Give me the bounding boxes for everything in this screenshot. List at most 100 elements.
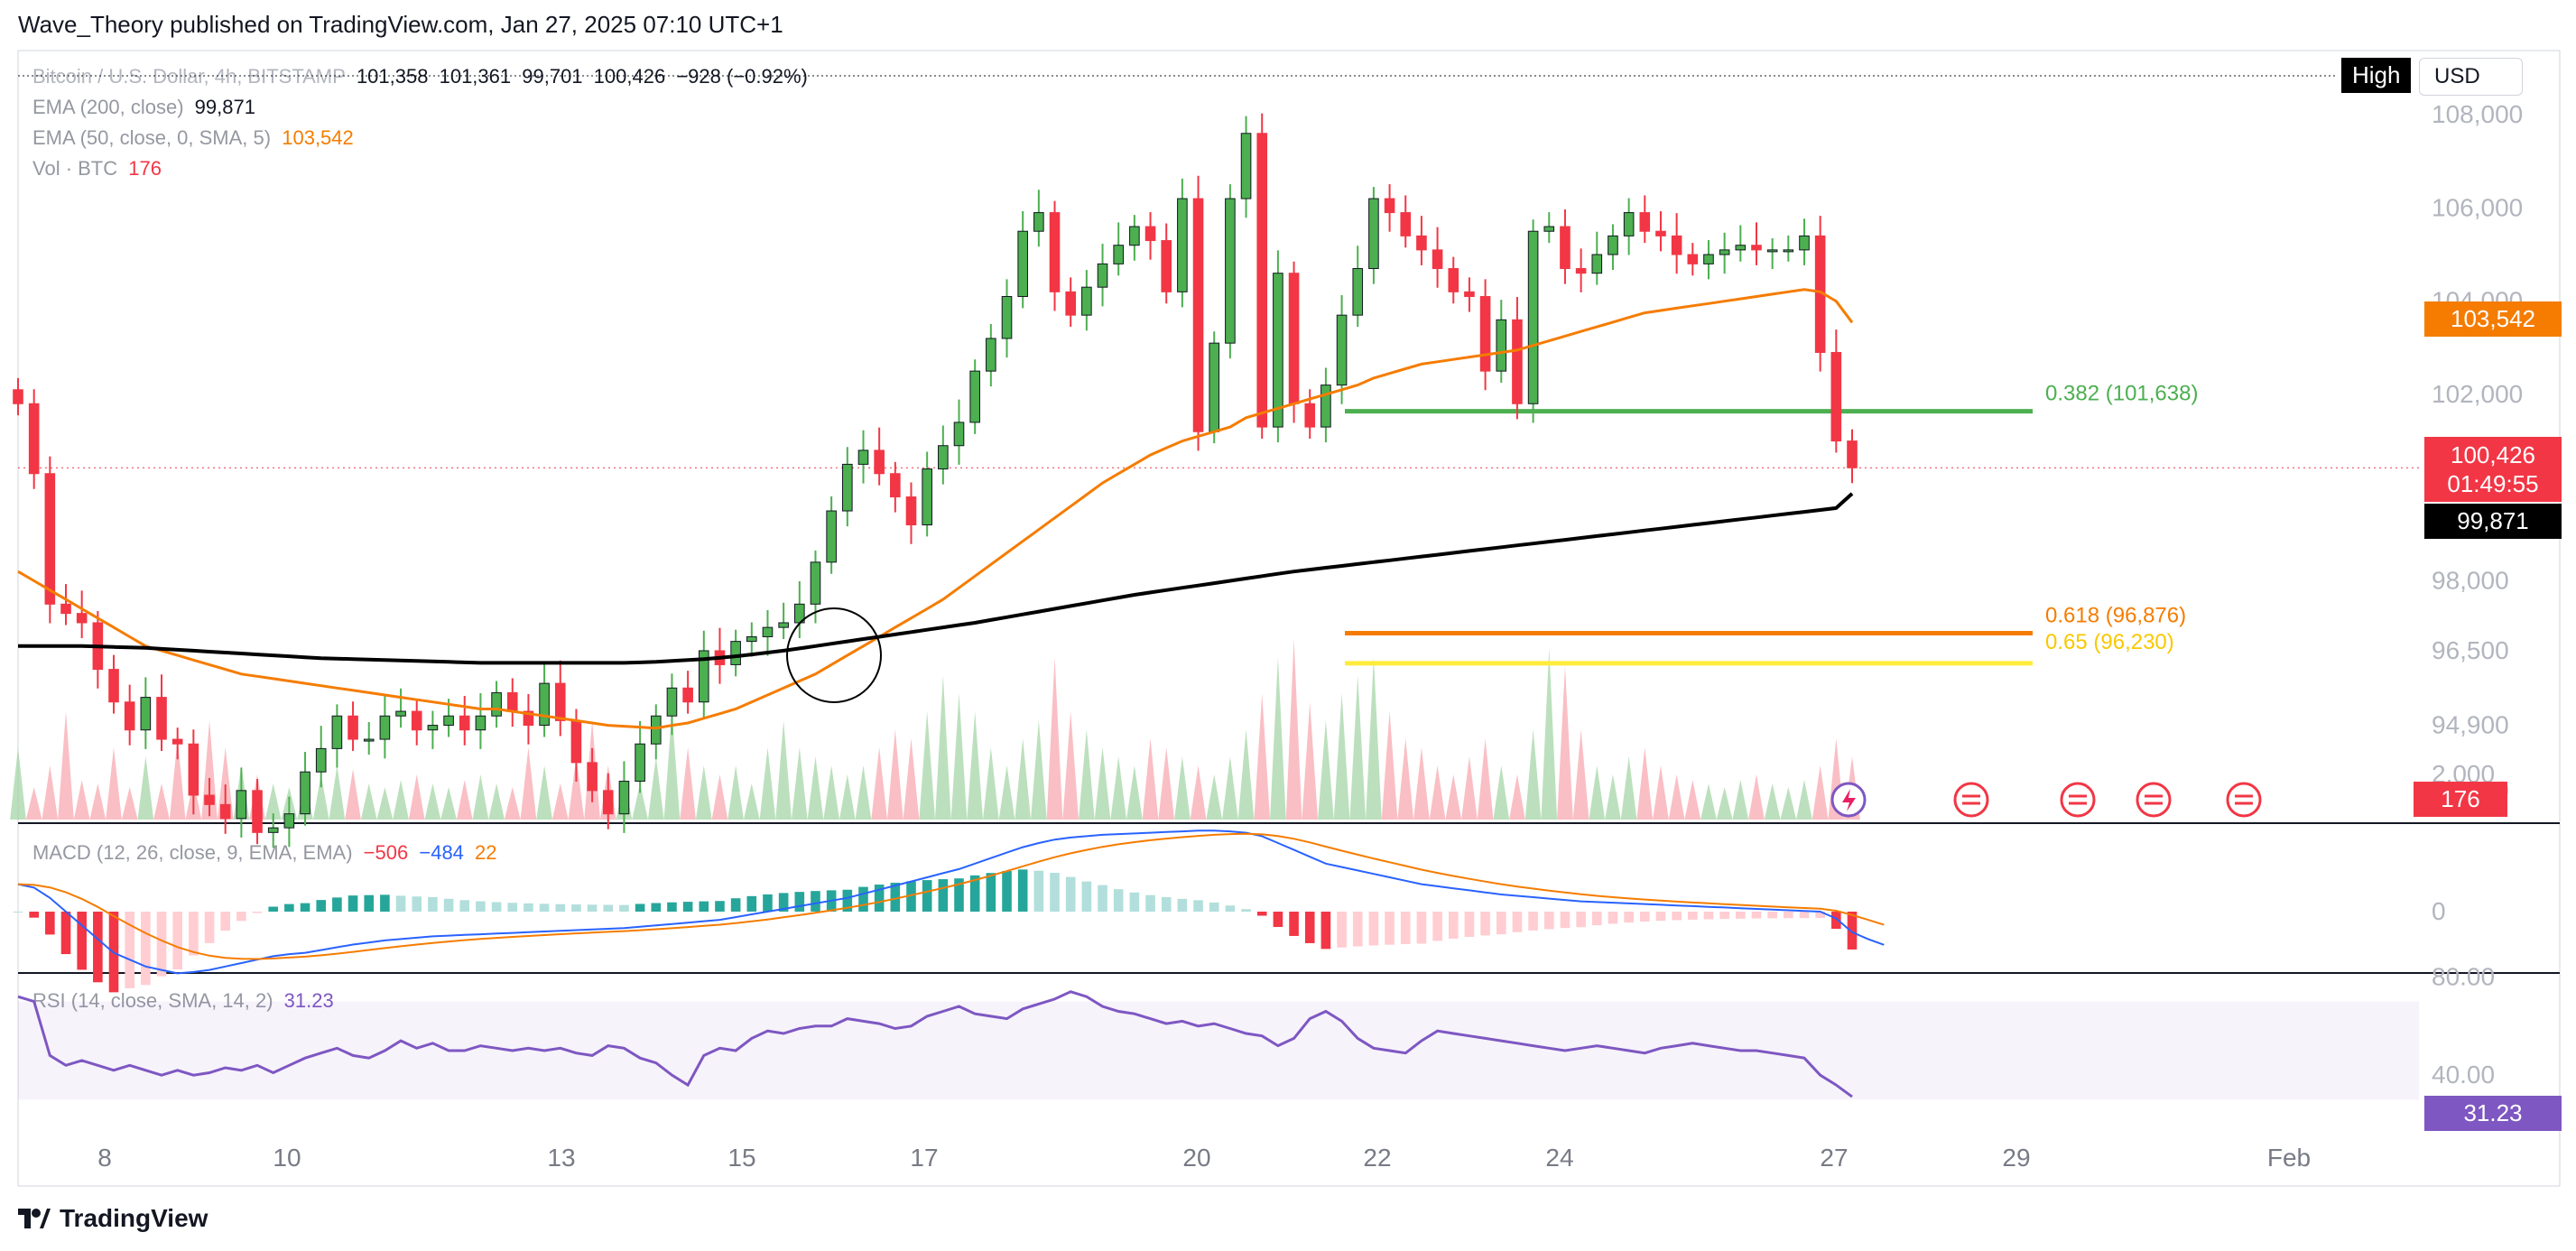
- candle-body: [698, 650, 709, 703]
- macd-histogram-bar: [1703, 912, 1714, 920]
- high-badge: High: [2341, 58, 2412, 93]
- candle-body: [1687, 254, 1699, 264]
- candle-body: [842, 463, 853, 512]
- candle-body: [1623, 212, 1635, 236]
- volume-legend[interactable]: Vol · BTC 176: [32, 157, 167, 181]
- macd-histogram-bar: [1177, 898, 1188, 912]
- candle-body: [587, 762, 598, 792]
- candle-body: [730, 641, 741, 665]
- volume-bar: [504, 787, 521, 820]
- volume-bar: [1413, 747, 1430, 820]
- candle-body: [570, 719, 582, 764]
- ema50-value: 103,542: [282, 126, 354, 149]
- volume-bar: [1477, 738, 1494, 820]
- macd-histogram-bar: [1416, 912, 1427, 944]
- macd-histogram-bar: [1751, 912, 1762, 919]
- volume-bar: [1333, 693, 1350, 820]
- macd-histogram-bar: [1320, 912, 1331, 950]
- fib-level-label: 0.65 (96,230): [2045, 630, 2174, 654]
- candle-body: [1655, 230, 1666, 236]
- currency-button[interactable]: USD: [2419, 58, 2523, 96]
- volume-bar: [871, 747, 887, 820]
- macd-histogram-bar: [1624, 912, 1634, 923]
- candle-body: [1799, 235, 1810, 251]
- volume-bar: [312, 774, 329, 820]
- candles: [13, 113, 1858, 848]
- rsi-band: [18, 1001, 2419, 1100]
- volume-bar: [1174, 756, 1191, 820]
- candle-body: [922, 468, 932, 526]
- ema50-legend[interactable]: EMA (50, close, 0, SMA, 5) 103,542: [32, 126, 359, 150]
- macd-histogram-bar: [316, 900, 327, 912]
- candle-body: [1097, 263, 1108, 288]
- volume-bar: [1653, 765, 1669, 820]
- candle-body: [938, 445, 949, 470]
- volume-bar: [1461, 756, 1478, 820]
- volume-bar: [217, 747, 234, 820]
- volume-tag: 176: [2414, 782, 2507, 817]
- rsi-legend[interactable]: RSI (14, close, SMA, 14, 2) 31.23: [32, 989, 339, 1013]
- volume-bar: [1349, 675, 1367, 820]
- candle-body: [491, 691, 502, 717]
- price-axis-label: 102,000: [2432, 380, 2523, 408]
- macd-histogram-bar: [1815, 912, 1825, 919]
- macd-histogram-bar: [125, 912, 134, 988]
- macd-histogram-bar: [29, 912, 39, 918]
- candle-body: [1416, 235, 1427, 251]
- volume-bar: [1285, 639, 1302, 820]
- macd-histogram-bar: [156, 912, 167, 977]
- volume-bar: [1700, 783, 1717, 820]
- candle-body: [874, 449, 885, 475]
- candle-body: [347, 715, 358, 740]
- macd-histogram-bar: [395, 895, 406, 912]
- macd-legend[interactable]: MACD (12, 26, close, 9, EMA, EMA) −506 −…: [32, 841, 503, 865]
- macd-histogram-bar: [746, 895, 757, 912]
- candle-body: [969, 370, 980, 423]
- candle-body: [1033, 212, 1044, 232]
- volume-bar: [360, 783, 377, 820]
- volume-bar: [1254, 693, 1271, 820]
- macd-histogram-bar: [491, 902, 502, 912]
- rsi-axis-label: 40.00: [2432, 1061, 2495, 1089]
- rsi-line: [17, 990, 1853, 1098]
- volume-bar: [25, 787, 42, 820]
- candle-body: [140, 697, 152, 731]
- volume-bar: [1126, 765, 1143, 820]
- candle-body: [1017, 230, 1028, 298]
- macd-histogram-bar: [347, 895, 358, 912]
- macd-histogram-bar: [428, 896, 438, 912]
- candle-body: [267, 827, 279, 833]
- candle-body: [1304, 403, 1316, 428]
- tradingview-logo[interactable]: TradingView: [18, 1204, 208, 1233]
- macd-histogram-bar: [1241, 909, 1251, 912]
- price-axis-label: 108,000: [2432, 100, 2523, 128]
- ema200-legend[interactable]: EMA (200, close) 99,871: [32, 96, 261, 119]
- time-axis-label: 20: [1182, 1144, 1210, 1172]
- macd-histogram-bar: [1736, 912, 1746, 919]
- volume-bar: [536, 765, 552, 820]
- candle-body: [28, 403, 40, 475]
- volume-bar: [1557, 666, 1573, 820]
- volume-bar: [1158, 747, 1175, 820]
- volume-bar: [472, 774, 489, 820]
- candle-body: [523, 710, 534, 727]
- macd-histogram-bar: [571, 904, 581, 912]
- macd-histogram-bar: [13, 912, 23, 913]
- volume-bar: [1732, 780, 1749, 820]
- candle-body: [953, 422, 965, 447]
- volume-bar: [680, 747, 696, 820]
- volume-bar: [967, 711, 984, 820]
- candle-body: [1400, 212, 1412, 236]
- rsi-label: RSI (14, close, SMA, 14, 2): [32, 989, 273, 1012]
- price-axis-label: 96,500: [2432, 636, 2509, 664]
- candle-body: [650, 715, 662, 745]
- candle-body: [1847, 440, 1858, 468]
- time-axis-label: 8: [97, 1144, 112, 1172]
- macd-histogram-bar: [1480, 912, 1490, 936]
- volume-bar: [903, 738, 920, 820]
- ema200-price-tag: 99,871: [2424, 504, 2562, 539]
- time-axis-label: 27: [1820, 1144, 1848, 1172]
- macd-histogram-bar: [794, 892, 805, 912]
- volume-bar: [121, 787, 138, 820]
